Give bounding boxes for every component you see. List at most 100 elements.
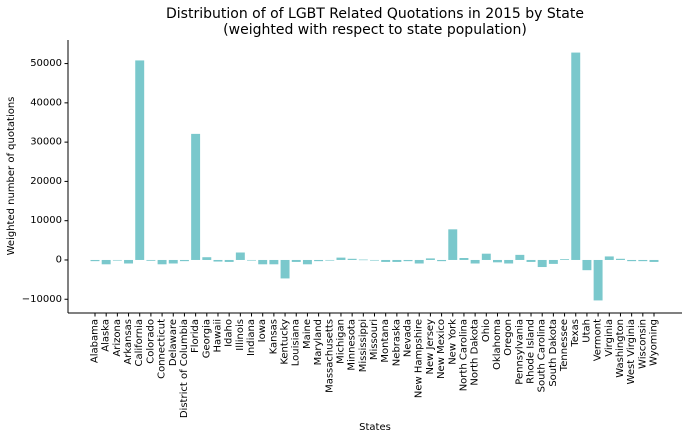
x-tick-label: Ohio	[481, 319, 492, 342]
x-tick-label: Minnesota	[347, 319, 358, 371]
bar	[302, 259, 312, 265]
bar	[291, 259, 301, 262]
bar	[135, 60, 145, 260]
x-tick-label: North Dakota	[470, 319, 481, 386]
bar	[381, 259, 391, 262]
bar	[481, 253, 491, 260]
bar	[280, 259, 290, 279]
x-tick-label: Washington	[615, 319, 626, 378]
bar	[224, 259, 234, 262]
bar	[448, 229, 458, 260]
y-tick-label: 30000	[30, 137, 62, 148]
x-tick-label: Nebraska	[391, 319, 402, 366]
x-axis-ticks: Alabama Alaska Arizona Arkansas California Co…	[90, 313, 660, 418]
x-tick-label: Louisiana	[291, 319, 302, 366]
x-tick-label: New Jersey	[425, 319, 436, 375]
x-tick-label: Texas	[570, 319, 581, 348]
bars-group	[90, 52, 659, 301]
bar	[493, 259, 502, 263]
x-tick-label: Oregon	[503, 319, 514, 356]
x-tick-label: Kansas	[268, 319, 279, 354]
x-tick-label: South Carolina	[537, 319, 548, 392]
bar	[638, 259, 648, 262]
x-tick-label: California	[134, 319, 145, 367]
bar	[425, 258, 435, 260]
x-tick-label: Georgia	[201, 319, 212, 358]
bar	[336, 257, 346, 260]
x-tick-label: Arkansas	[123, 319, 134, 365]
x-tick-label: Montana	[380, 319, 391, 363]
x-tick-label: Florida	[190, 319, 201, 353]
bar	[470, 259, 480, 264]
bar	[358, 259, 368, 261]
bar	[537, 259, 547, 268]
x-tick-label: Tennessee	[559, 319, 570, 372]
bar	[101, 259, 111, 265]
x-tick-label: District of Columbia	[179, 319, 190, 418]
bar	[112, 259, 122, 261]
bar	[459, 258, 469, 260]
bar	[627, 259, 637, 262]
bar	[157, 259, 167, 265]
x-tick-label: North Carolina	[458, 319, 469, 391]
x-tick-label: Virginia	[604, 319, 615, 357]
bar	[548, 259, 558, 264]
bar	[615, 258, 625, 260]
x-tick-label: Oklahoma	[492, 319, 503, 370]
x-tick-label: Utah	[581, 319, 592, 343]
bar	[526, 259, 536, 262]
bar	[247, 259, 256, 261]
x-tick-label: Nevada	[403, 319, 414, 357]
bar	[414, 259, 424, 264]
x-tick-label: Indiana	[246, 319, 257, 356]
bar	[191, 133, 201, 260]
x-tick-label: New York	[447, 319, 458, 365]
y-tick-label: 50000	[30, 58, 62, 69]
bar	[437, 259, 447, 262]
x-tick-label: Delaware	[168, 319, 179, 366]
chart-title-line-2: (weighted with respect to state populati…	[223, 22, 527, 38]
bar	[90, 259, 100, 262]
bar	[235, 252, 245, 260]
bar	[560, 259, 570, 260]
x-tick-label: Alaska	[101, 319, 112, 352]
bar	[124, 259, 134, 264]
x-tick-label: Wyoming	[649, 319, 660, 366]
bar	[571, 52, 581, 260]
x-tick-label: Idaho	[224, 319, 235, 347]
x-tick-label: Massachusetts	[324, 319, 335, 393]
bar	[168, 259, 178, 264]
bar	[325, 259, 335, 261]
x-tick-label: Colorado	[145, 319, 156, 364]
x-tick-label: Mississippi	[358, 319, 369, 372]
bar	[515, 254, 525, 260]
x-tick-label: West Virginia	[626, 319, 637, 384]
x-tick-label: Illinois	[235, 319, 246, 351]
x-tick-label: Maine	[302, 319, 313, 349]
y-tick-label: −10000	[22, 294, 62, 305]
y-axis-ticks: −10000 0 10000 20000 30000 40000 50000	[22, 58, 68, 305]
bar	[213, 259, 223, 262]
x-tick-label: New Mexico	[436, 319, 447, 379]
x-axis-label: States	[359, 422, 391, 433]
bar	[179, 259, 189, 262]
x-tick-label: Pennsylvania	[514, 319, 525, 385]
bar	[146, 259, 156, 261]
x-tick-label: Vermont	[593, 319, 604, 361]
bar	[370, 259, 379, 261]
x-tick-label: South Dakota	[548, 319, 559, 387]
bar	[593, 259, 603, 301]
bar	[604, 256, 614, 260]
y-tick-label: 10000	[30, 215, 62, 226]
x-tick-label: Iowa	[257, 319, 268, 342]
bar	[314, 259, 324, 262]
x-tick-label: Arizona	[112, 319, 123, 357]
y-tick-label: 20000	[30, 176, 62, 187]
y-tick-label: 40000	[30, 97, 62, 108]
bar	[347, 258, 357, 260]
x-tick-label: New Hampshire	[414, 319, 425, 398]
x-tick-label: Michigan	[335, 319, 346, 364]
x-tick-label: Rhode Island	[526, 319, 537, 384]
x-tick-label: Connecticut	[157, 319, 168, 379]
